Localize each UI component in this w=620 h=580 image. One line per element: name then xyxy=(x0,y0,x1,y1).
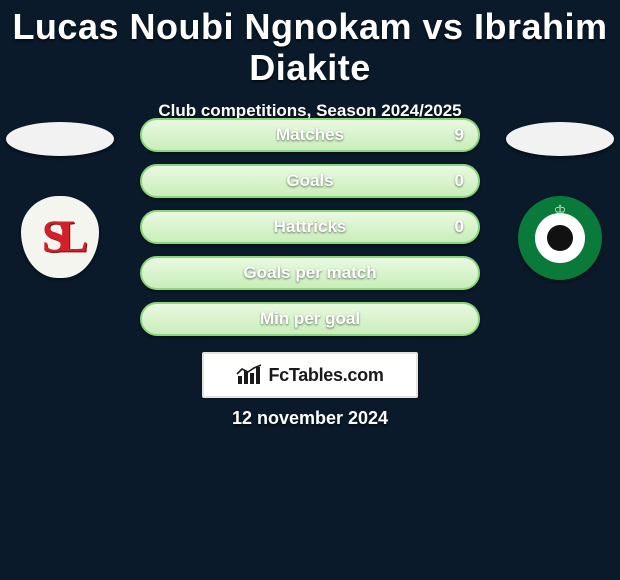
badge-ring xyxy=(535,213,585,263)
shield-icon: SL xyxy=(21,196,99,278)
stat-value-right: 9 xyxy=(455,125,464,145)
stat-bar: Hattricks 0 xyxy=(140,210,480,244)
comparison-card: Lucas Noubi Ngnokam vs Ibrahim Diakite C… xyxy=(0,0,620,580)
stat-label: Goals xyxy=(286,171,333,191)
stat-bar: Matches 9 xyxy=(140,118,480,152)
stat-label: Goals per match xyxy=(243,263,376,283)
stat-value-right: 0 xyxy=(455,217,464,237)
stat-bars: Matches 9 Goals 0 Hattricks 0 Goals per match M… xyxy=(140,118,480,336)
brand-text: FcTables.com xyxy=(268,365,383,386)
right-player-column: ♔ xyxy=(500,122,620,281)
stat-bar: Goals per match xyxy=(140,256,480,290)
flag-placeholder-icon xyxy=(6,122,114,156)
stat-value-right: 0 xyxy=(455,171,464,191)
brand-box: FcTables.com xyxy=(202,352,418,398)
badge-inner-dot xyxy=(547,225,573,251)
stat-label: Min per goal xyxy=(260,309,360,329)
club-badge-left: SL xyxy=(10,196,110,281)
club-monogram-left: SL xyxy=(42,209,78,262)
stat-bar: Min per goal xyxy=(140,302,480,336)
crown-icon: ♔ xyxy=(554,202,567,219)
bar-chart-icon xyxy=(236,364,262,386)
stat-label: Hattricks xyxy=(274,217,347,237)
page-title: Lucas Noubi Ngnokam vs Ibrahim Diakite xyxy=(0,6,620,89)
club-badge-right: ♔ xyxy=(510,196,610,281)
flag-placeholder-icon xyxy=(506,122,614,156)
circle-badge-icon: ♔ xyxy=(518,196,602,280)
stat-bar: Goals 0 xyxy=(140,164,480,198)
left-player-column: SL xyxy=(0,122,120,281)
date-label: 12 november 2024 xyxy=(0,408,620,429)
stat-label: Matches xyxy=(276,125,344,145)
